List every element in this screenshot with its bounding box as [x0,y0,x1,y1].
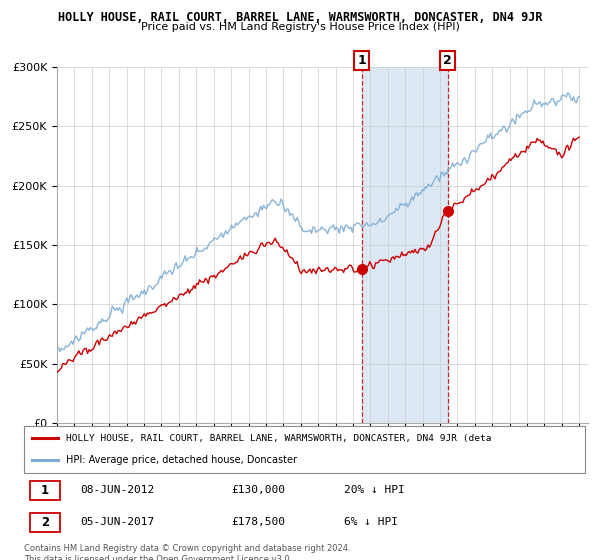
Text: 1: 1 [357,54,366,67]
FancyBboxPatch shape [29,480,61,500]
Text: 08-JUN-2012: 08-JUN-2012 [80,485,154,495]
Text: 20% ↓ HPI: 20% ↓ HPI [344,485,404,495]
FancyBboxPatch shape [29,513,61,532]
Text: £130,000: £130,000 [232,485,286,495]
Text: HOLLY HOUSE, RAIL COURT, BARREL LANE, WARMSWORTH, DONCASTER, DN4 9JR (deta: HOLLY HOUSE, RAIL COURT, BARREL LANE, WA… [66,434,491,443]
Text: 1: 1 [41,484,49,497]
Text: 6% ↓ HPI: 6% ↓ HPI [344,517,398,528]
Text: 2: 2 [443,54,452,67]
Text: Price paid vs. HM Land Registry's House Price Index (HPI): Price paid vs. HM Land Registry's House … [140,22,460,32]
FancyBboxPatch shape [24,426,585,473]
Text: HPI: Average price, detached house, Doncaster: HPI: Average price, detached house, Donc… [66,455,297,465]
Text: HOLLY HOUSE, RAIL COURT, BARREL LANE, WARMSWORTH, DONCASTER, DN4 9JR: HOLLY HOUSE, RAIL COURT, BARREL LANE, WA… [58,11,542,24]
Text: 05-JUN-2017: 05-JUN-2017 [80,517,154,528]
Bar [362,67,448,423]
Text: £178,500: £178,500 [232,517,286,528]
Text: 2: 2 [41,516,49,529]
Text: Contains HM Land Registry data © Crown copyright and database right 2024.
This d: Contains HM Land Registry data © Crown c… [24,544,350,560]
